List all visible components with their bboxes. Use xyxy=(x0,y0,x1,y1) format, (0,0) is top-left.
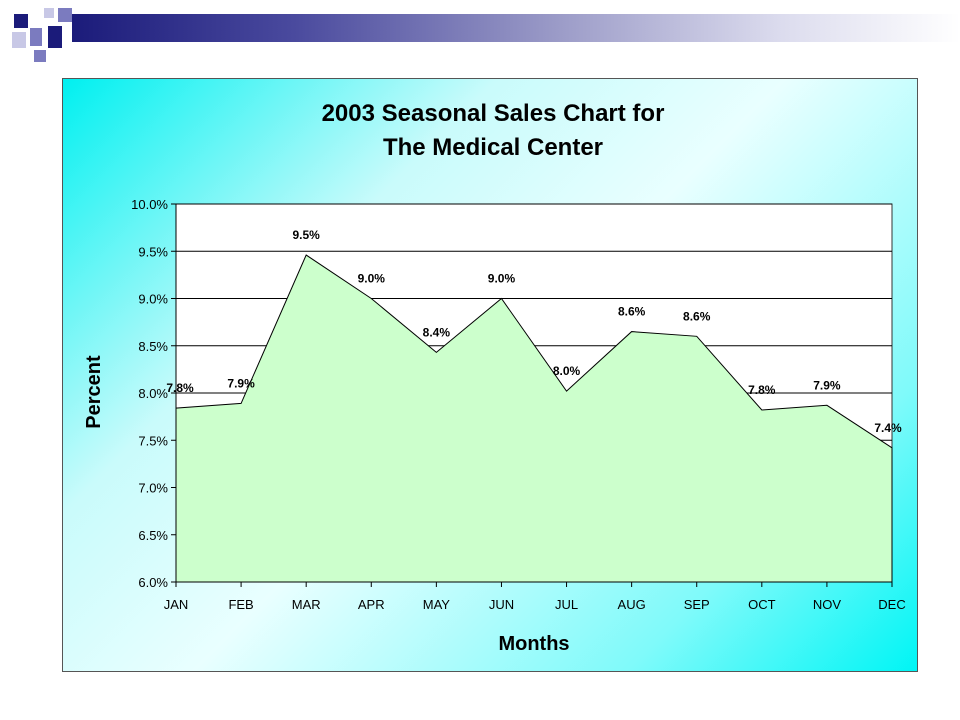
data-label: 9.5% xyxy=(293,228,321,242)
y-tick-label: 6.0% xyxy=(138,575,168,590)
x-tick-label: AUG xyxy=(618,597,646,612)
data-label: 7.4% xyxy=(874,421,902,435)
data-label: 7.9% xyxy=(227,376,255,390)
data-label: 8.6% xyxy=(683,309,711,323)
data-label: 7.8% xyxy=(748,383,776,397)
x-tick-label: APR xyxy=(358,597,385,612)
x-tick-label: JAN xyxy=(164,597,189,612)
decor-square-mid xyxy=(58,8,72,22)
y-tick-label: 7.5% xyxy=(138,433,168,448)
x-tick-label: MAY xyxy=(423,597,451,612)
x-tick-label: MAR xyxy=(292,597,321,612)
data-label: 9.0% xyxy=(358,272,386,286)
x-tick-label: SEP xyxy=(684,597,710,612)
x-tick-label: JUN xyxy=(489,597,514,612)
y-tick-label: 9.0% xyxy=(138,292,168,307)
data-label: 8.6% xyxy=(618,305,646,319)
y-tick-label: 8.0% xyxy=(138,386,168,401)
data-label: 8.4% xyxy=(423,325,451,339)
series-area xyxy=(175,254,893,583)
y-tick-label: 8.5% xyxy=(138,339,168,354)
decor-square-dark xyxy=(14,14,28,28)
x-tick-label: OCT xyxy=(748,597,776,612)
x-tick-label: NOV xyxy=(813,597,842,612)
decor-square-mid-2 xyxy=(30,28,42,46)
data-label: 7.8% xyxy=(166,381,194,395)
decor-square-dark-2 xyxy=(48,26,62,48)
y-tick-label: 7.0% xyxy=(138,481,168,496)
y-axis-title: Percent xyxy=(83,355,105,429)
decor-square-light xyxy=(44,8,54,18)
decor-square-mid-3 xyxy=(34,50,46,62)
data-label: 8.0% xyxy=(553,364,581,378)
x-tick-label: FEB xyxy=(228,597,253,612)
y-tick-label: 10.0% xyxy=(131,197,168,212)
decor-square-light-2 xyxy=(12,32,26,48)
x-tick-label: JUL xyxy=(555,597,578,612)
x-axis-title: Months xyxy=(498,633,569,655)
decor-top-bar xyxy=(72,14,960,42)
x-tick-label: DEC xyxy=(878,597,905,612)
chart-title-line-2: The Medical Center xyxy=(383,134,603,161)
data-label: 7.9% xyxy=(813,378,841,392)
chart-title-line-1: 2003 Seasonal Sales Chart for xyxy=(322,100,665,127)
y-tick-label: 6.5% xyxy=(138,528,168,543)
data-label: 9.0% xyxy=(488,272,516,286)
y-tick-label: 9.5% xyxy=(138,244,168,259)
